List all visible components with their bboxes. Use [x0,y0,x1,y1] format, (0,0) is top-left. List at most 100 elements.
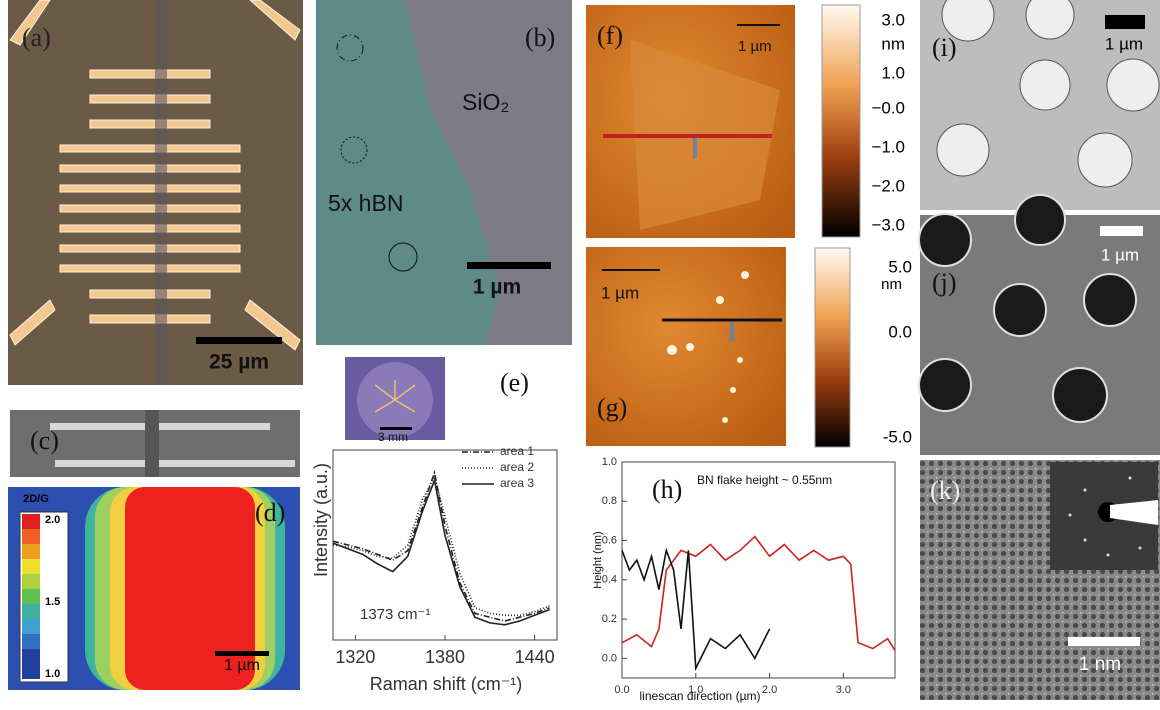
x-tick-label: 2.0 [762,684,777,696]
panel-g: (g) 1 µm 5.0 nm 0.0 -5.0 [586,247,912,447]
image-shape [55,460,295,467]
panel-label: (d) [255,498,285,527]
image-shape [741,271,749,279]
panel-label: (f) [597,21,623,50]
colorbar-tick: −2.0 [871,176,905,195]
x-axis-label: linescan direction (µm) [640,689,761,703]
legend-label: area 3 [500,476,534,490]
image-shape [155,0,167,385]
inset-scale-label: 3 mm [378,430,408,444]
panel-h: (h) 0.01.02.03.00.00.20.40.60.81.0BN fla… [592,456,895,703]
image-shape [22,514,40,679]
image-shape [686,343,694,351]
annotation: 1373 cm⁻¹ [360,606,430,623]
panel-j: (j) 1 µm [919,195,1160,455]
colorbar-unit: nm [881,276,902,293]
image-shape [60,245,240,252]
image-shape [722,417,728,423]
region-label: 5x hBN [328,190,403,216]
colorbar-tick: -5.0 [883,427,912,446]
panel-label: (k) [930,476,960,505]
legend-label: area 2 [500,460,534,474]
image-shape [1078,133,1132,187]
image-shape [1068,637,1140,646]
image-shape [215,651,269,656]
scale-bar-label: 1 µm [224,657,260,674]
image-shape [693,138,697,158]
colorbar-tick: 2.0 [45,514,60,526]
image-shape [22,559,40,574]
data-line [622,537,895,651]
scale-bar-label: 1 µm [473,276,521,299]
image-shape [90,70,210,78]
data-line [333,480,550,624]
y-tick-label: 1.0 [602,456,617,468]
image-shape [919,214,971,266]
image-shape [60,265,240,272]
image-shape [22,514,40,529]
image-shape [22,619,40,634]
colorbar-title: 2D/G [23,493,49,505]
image-shape [716,296,724,304]
panel-label: (a) [22,23,51,52]
image-shape [22,574,40,589]
panel-label: (c) [30,426,59,455]
image-shape [1015,195,1065,245]
panel-f: (f) 1 µm 3.0 nm 1.0 −0.0 −1.0 −2.0 −3.0 [586,5,905,238]
image-shape [1105,15,1145,29]
image-shape [196,337,282,344]
colorbar-tick: 1.0 [881,63,905,82]
y-tick-label: 0.6 [602,534,617,546]
y-tick-label: 0.0 [602,652,617,664]
panel-label: (i) [932,33,957,62]
panel-label: (j) [932,268,957,297]
image-shape [90,290,210,298]
x-axis-label: Raman shift (cm⁻¹) [370,674,523,694]
image-shape [90,95,210,103]
colorbar-tick: 5.0 [888,257,912,276]
image-shape [667,345,677,355]
image-shape [937,124,989,176]
panel-d: 2D/G 2.0 1.5 1.0 (d) 1 µm [8,487,300,690]
image-shape [919,359,971,411]
image-shape [22,649,40,679]
y-tick-label: 0.4 [602,574,617,586]
image-shape [1100,226,1143,236]
image-shape [60,145,240,152]
panel-a: (a) 25 µm [8,0,303,385]
image-shape [737,357,743,363]
image-shape [22,589,40,604]
image-shape [1069,514,1072,517]
image-shape [822,5,860,237]
data-line [333,473,550,621]
image-shape [22,529,40,544]
image-shape [1107,554,1110,557]
y-tick-label: 0.8 [602,495,617,507]
scale-bar-label: 1 µm [1101,245,1139,264]
region-label: SiO₂ [462,89,509,115]
image-shape [994,284,1046,336]
x-tick-label: 3.0 [836,684,851,696]
scale-bar-label: 1 µm [601,283,639,302]
image-shape [467,262,551,269]
panel-label: (g) [597,393,627,422]
legend-label: area 1 [500,444,534,458]
panel-c: (c) [10,410,300,477]
x-tick-label: 1320 [335,647,375,667]
colorbar-tick: 1.0 [45,668,60,680]
colorbar-unit: nm [881,34,905,53]
image-shape [1084,539,1087,542]
image-shape [90,120,210,128]
image-shape [1084,274,1136,326]
scale-bar-label: 1 µm [738,38,772,55]
panel-label: (h) [652,475,682,504]
colorbar-tick: 0.0 [888,322,912,341]
panel-b: (b) SiO₂ 5x hBN 1 µm [316,0,572,345]
scale-bar-label: 25 µm [209,351,269,374]
image-shape [90,315,210,323]
panel-label: (b) [525,23,555,52]
colorbar-tick: 1.5 [45,596,60,608]
x-tick-label: 0.0 [614,684,629,696]
colorbar-tick: 3.0 [881,10,905,29]
image-shape [730,387,736,393]
